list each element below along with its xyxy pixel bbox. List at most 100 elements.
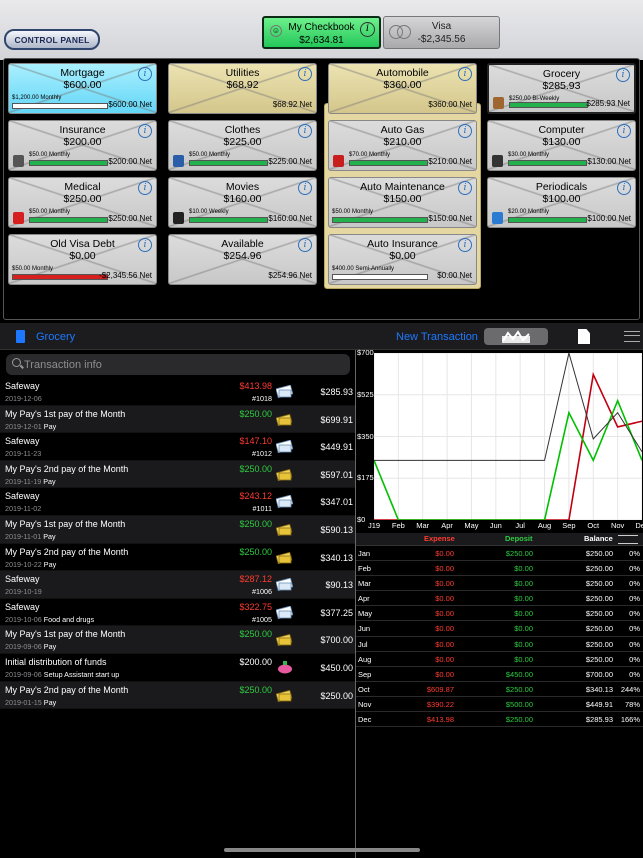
envelope-auto-insurance[interactable]: Auto Insurance $0.00 i $400.00 Semi-Annuall… bbox=[328, 234, 477, 285]
envelope-auto-gas[interactable]: Auto Gas $210.00 i $70.00 Monthly $210.00 Ne… bbox=[328, 120, 477, 171]
stats-month: May bbox=[358, 609, 373, 619]
envelope-utilities[interactable]: Utilities $68.92 i $68.92 Net bbox=[168, 63, 317, 114]
transaction-row[interactable]: Safeway 2019-12-06 $413.98 #1018 $285.93 bbox=[0, 378, 355, 406]
envelope-name: Movies bbox=[225, 181, 260, 193]
new-transaction-button[interactable]: New Transaction bbox=[396, 331, 478, 343]
envelope-grocery[interactable]: Grocery $285.93 i $250.00 Bi-Weekly $285.93 … bbox=[487, 63, 636, 114]
envelope-net: $225.00 Net bbox=[268, 157, 312, 166]
stats-month: Jun bbox=[358, 624, 371, 634]
stats-expense: $609.87 bbox=[426, 684, 454, 694]
transaction-amount: $413.98 bbox=[239, 381, 272, 391]
envelope-progress-bar bbox=[12, 274, 108, 280]
envelope-medical[interactable]: Medical $250.00 i $50.00 Monthly $250.00 Net bbox=[8, 177, 157, 228]
stats-percent: 166% bbox=[620, 715, 640, 725]
transaction-date: 2019-11-23 bbox=[5, 449, 42, 459]
x-tick-label: Nov bbox=[610, 521, 625, 530]
info-icon[interactable]: i bbox=[298, 238, 312, 252]
envelope-name: Automobile bbox=[376, 67, 429, 79]
info-icon[interactable]: i bbox=[360, 22, 375, 37]
info-icon[interactable]: i bbox=[617, 181, 631, 195]
envelope-name: Medical bbox=[64, 181, 101, 193]
envelope-name-link[interactable]: Grocery bbox=[36, 331, 76, 343]
envelope-name: Periodicals bbox=[535, 181, 588, 193]
transaction-row[interactable]: My Pay's 1st pay of the Month 2019-11-01 … bbox=[0, 515, 355, 544]
search-input[interactable] bbox=[24, 356, 344, 373]
envelope-progress-bar bbox=[332, 217, 428, 223]
control-panel-button[interactable]: CONTROL PANEL bbox=[4, 29, 100, 50]
transaction-row[interactable]: My Pay's 2nd pay of the Month 2019-01-15 … bbox=[0, 681, 355, 710]
stats-month: Dec bbox=[358, 715, 372, 725]
account-tab-my-checkbook[interactable]: ☺ My Checkbook $2,634.81 i bbox=[262, 16, 381, 49]
info-icon[interactable]: i bbox=[617, 124, 631, 138]
info-icon[interactable]: i bbox=[616, 68, 630, 82]
transaction-row[interactable]: My Pay's 2nd pay of the Month 2019-10-22 … bbox=[0, 543, 355, 572]
y-tick-label: $350 bbox=[357, 431, 374, 441]
envelope-mortgage[interactable]: Mortgage $600.00 i $1,200.00 Monthly $600.00… bbox=[8, 63, 157, 114]
envelope-computer[interactable]: Computer $130.00 i $30.00 Monthly $130.00 Ne… bbox=[487, 120, 636, 171]
envelope-available[interactable]: Available $254.96 i $254.96 Net bbox=[168, 234, 317, 285]
account-tab-visa[interactable]: Visa -$2,345.56 bbox=[383, 16, 500, 49]
envelope-periodicals[interactable]: Periodicals $100.00 i $20.00 Monthly $100.00… bbox=[487, 177, 636, 228]
info-icon[interactable]: i bbox=[138, 238, 152, 252]
envelope-budget: $10.00 Weekly bbox=[189, 209, 229, 215]
film-strip-icon bbox=[173, 212, 184, 224]
stats-deposit: $0.00 bbox=[514, 624, 533, 634]
info-icon[interactable]: i bbox=[138, 67, 152, 81]
transaction-row[interactable]: Safeway 2019-11-23 $147.10 #1012 $449.91 bbox=[0, 433, 355, 461]
envelope-progress-bar bbox=[189, 160, 268, 166]
transaction-payee: Safeway bbox=[5, 491, 40, 502]
envelope-automobile[interactable]: Automobile $360.00 i $360.00 Net bbox=[328, 63, 477, 114]
transaction-search[interactable] bbox=[6, 354, 350, 375]
stats-balance: $250.00 bbox=[585, 579, 613, 589]
transaction-date-memo: 2019-11-23 bbox=[5, 449, 41, 458]
stats-month: Oct bbox=[358, 684, 370, 694]
info-icon[interactable]: i bbox=[458, 181, 472, 195]
transaction-list: Safeway 2019-12-06 $413.98 #1018 $285.93 My … bbox=[0, 378, 355, 710]
stats-expense: $0.00 bbox=[435, 654, 454, 664]
x-tick-label: Jun bbox=[489, 521, 502, 530]
stats-deposit: $500.00 bbox=[505, 699, 533, 709]
document-icon[interactable] bbox=[578, 329, 590, 344]
transaction-payee: Safeway bbox=[5, 381, 40, 391]
view-toggle-chart[interactable] bbox=[484, 328, 548, 345]
chart-svg bbox=[373, 352, 643, 521]
menu-icon[interactable] bbox=[624, 331, 640, 342]
transaction-row[interactable]: Safeway 2019-10-06 Food and drugs $322.75 #… bbox=[0, 598, 355, 627]
stats-row: Jul $0.00 $0.00 $250.00 0% bbox=[356, 637, 643, 652]
transaction-row[interactable]: Initial distribution of funds 2019-09-06 … bbox=[0, 653, 355, 682]
envelope-old-visa-debt[interactable]: Old Visa Debt $0.00 i $50.00 Monthly -$2,345… bbox=[8, 234, 157, 285]
info-icon[interactable]: i bbox=[458, 124, 472, 138]
x-tick-label: J19 bbox=[367, 521, 381, 530]
info-icon[interactable]: i bbox=[458, 67, 472, 81]
transaction-row[interactable]: Safeway 2019-11-02 $243.12 #1011 $347.01 bbox=[0, 488, 355, 516]
x-tick-label: Mar bbox=[416, 521, 430, 530]
stats-deposit: $0.00 bbox=[514, 579, 533, 589]
pane-divider[interactable] bbox=[355, 350, 356, 858]
envelope-name: Auto Maintenance bbox=[360, 181, 445, 193]
envelope-progress-bar bbox=[12, 103, 108, 109]
transaction-check-number: #1005 bbox=[252, 614, 272, 624]
transaction-row[interactable]: My Pay's 2nd pay of the Month 2019-11-19 … bbox=[0, 460, 355, 489]
info-icon[interactable]: i bbox=[298, 67, 312, 81]
transaction-amount: $250.00 bbox=[239, 518, 272, 529]
info-icon[interactable]: i bbox=[138, 181, 152, 195]
envelope-movies[interactable]: Movies $160.00 i $10.00 Weekly $160.00 Net bbox=[168, 177, 317, 228]
info-icon[interactable]: i bbox=[298, 124, 312, 138]
envelope-insurance[interactable]: Insurance $200.00 i $50.00 Monthly $200.00 N… bbox=[8, 120, 157, 171]
transaction-amount: $200.00 bbox=[239, 656, 272, 667]
envelope-name: Computer bbox=[538, 124, 585, 136]
stats-balance: $250.00 bbox=[585, 564, 613, 574]
transaction-row[interactable]: My Pay's 1st pay of the Month 2019-09-06 … bbox=[0, 626, 355, 654]
stats-expense: $0.00 bbox=[435, 594, 454, 604]
transaction-memo: Pay bbox=[43, 642, 57, 652]
envelope-auto-maintenance[interactable]: Auto Maintenance $150.00 i $50.00 Monthly $1… bbox=[328, 177, 477, 228]
info-icon[interactable]: i bbox=[138, 124, 152, 138]
stats-percent: 0% bbox=[629, 669, 640, 679]
transaction-row[interactable]: Safeway 2019-10-19 $287.12 #1006 $90.13 bbox=[0, 571, 355, 599]
info-icon[interactable]: i bbox=[298, 181, 312, 195]
transaction-row[interactable]: My Pay's 1st pay of the Month 2019-12-01 … bbox=[0, 405, 355, 434]
info-icon[interactable]: i bbox=[458, 238, 472, 252]
envelope-clothes[interactable]: Clothes $225.00 i $50.00 Monthly $225.00 Net bbox=[168, 120, 317, 171]
stats-menu-icon[interactable] bbox=[618, 535, 638, 544]
envelope-detail: Grocery New Transaction Safeway 2019-12-0… bbox=[0, 323, 643, 858]
